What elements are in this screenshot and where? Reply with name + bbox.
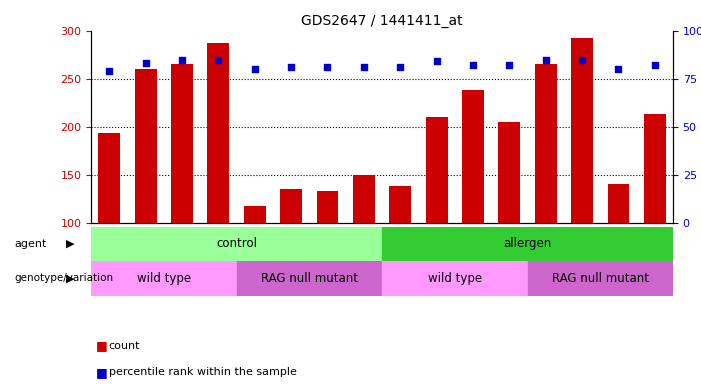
Bar: [382, 227, 673, 261]
Title: GDS2647 / 1441411_at: GDS2647 / 1441411_at: [301, 14, 463, 28]
Text: ■: ■: [96, 366, 107, 379]
Bar: [389, 186, 411, 223]
Text: wild type: wild type: [428, 272, 482, 285]
Point: [104, 68, 115, 74]
Point: [431, 58, 442, 65]
Text: control: control: [216, 237, 257, 250]
Bar: [91, 261, 236, 296]
Text: allergen: allergen: [503, 237, 552, 250]
Bar: [571, 38, 593, 223]
Point: [504, 62, 515, 68]
Point: [468, 62, 479, 68]
Bar: [426, 117, 447, 223]
Text: RAG null mutant: RAG null mutant: [261, 272, 358, 285]
Point: [540, 56, 551, 63]
Bar: [280, 189, 302, 223]
Point: [613, 66, 624, 72]
Point: [322, 64, 333, 70]
Bar: [171, 65, 193, 223]
Bar: [527, 261, 673, 296]
Text: agent: agent: [14, 239, 46, 249]
Bar: [535, 65, 557, 223]
Bar: [244, 207, 266, 223]
Bar: [236, 261, 382, 296]
Text: RAG null mutant: RAG null mutant: [552, 272, 648, 285]
Text: ▶: ▶: [66, 239, 74, 249]
Point: [213, 56, 224, 63]
Text: percentile rank within the sample: percentile rank within the sample: [109, 367, 297, 377]
Point: [649, 62, 660, 68]
Bar: [91, 227, 382, 261]
Bar: [382, 261, 527, 296]
Bar: [317, 191, 339, 223]
Point: [395, 64, 406, 70]
Point: [358, 64, 369, 70]
Bar: [135, 69, 156, 223]
Text: ■: ■: [96, 339, 107, 352]
Bar: [644, 114, 666, 223]
Bar: [353, 175, 375, 223]
Point: [249, 66, 260, 72]
Text: wild type: wild type: [137, 272, 191, 285]
Point: [140, 60, 151, 66]
Bar: [98, 134, 121, 223]
Text: count: count: [109, 341, 140, 351]
Bar: [207, 43, 229, 223]
Point: [576, 56, 587, 63]
Point: [285, 64, 297, 70]
Bar: [462, 90, 484, 223]
Bar: [608, 184, 629, 223]
Text: ▶: ▶: [66, 273, 74, 283]
Bar: [498, 122, 520, 223]
Text: genotype/variation: genotype/variation: [14, 273, 113, 283]
Point: [177, 56, 188, 63]
